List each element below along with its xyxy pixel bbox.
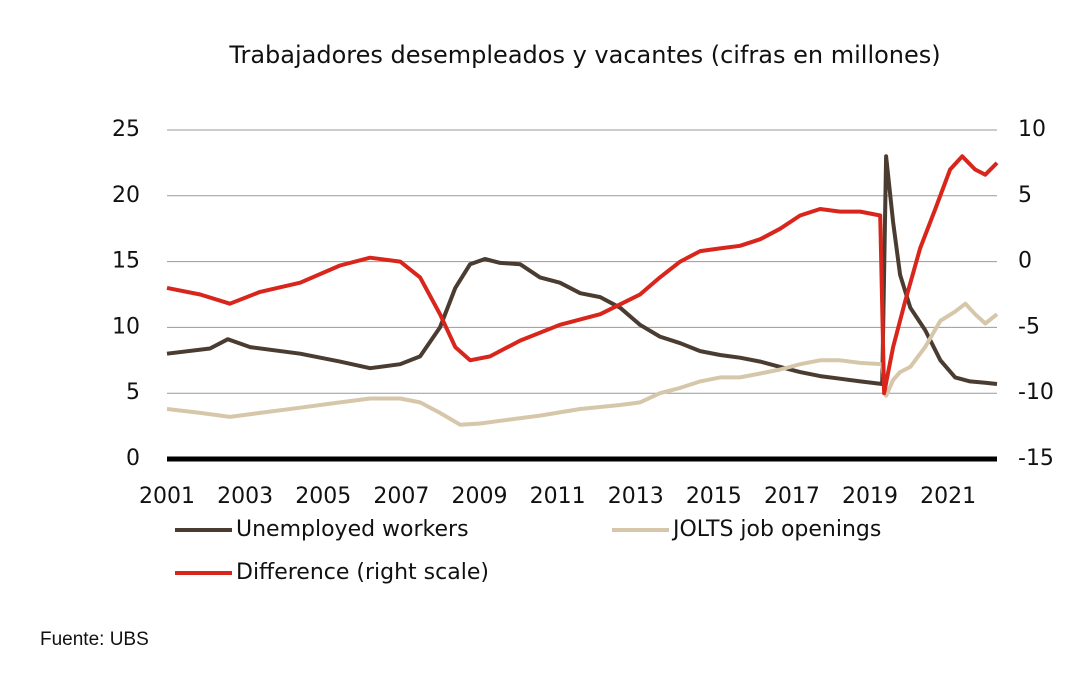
x-tick-label: 2013 bbox=[608, 484, 664, 509]
y-tick-label: 20 bbox=[112, 183, 140, 208]
x-tick-label: 2015 bbox=[686, 484, 742, 509]
y2-tick-label: 0 bbox=[1018, 249, 1032, 274]
y2-tick-label: -5 bbox=[1018, 314, 1040, 339]
legend-label: JOLTS job openings bbox=[671, 517, 881, 542]
x-tick-label: 2001 bbox=[139, 484, 195, 509]
y-tick-label: 25 bbox=[112, 117, 140, 142]
x-tick-label: 2005 bbox=[295, 484, 351, 509]
y-tick-label: 5 bbox=[126, 380, 140, 405]
chart-title: Trabajadores desempleados y vacantes (ci… bbox=[228, 41, 940, 69]
legend-label: Unemployed workers bbox=[236, 517, 469, 542]
y2-tick-label: 10 bbox=[1018, 117, 1046, 142]
series-line bbox=[166, 154, 999, 396]
legend-label: Difference (right scale) bbox=[236, 560, 489, 585]
y-tick-label: 0 bbox=[126, 446, 140, 471]
source: Fuente: UBS bbox=[40, 629, 149, 650]
y2-tick-label: 5 bbox=[1018, 183, 1032, 208]
x-tick-label: 2007 bbox=[373, 484, 429, 509]
y-tick-label: 10 bbox=[112, 314, 140, 339]
series-line bbox=[166, 154, 998, 386]
y2-tick-label: -15 bbox=[1018, 446, 1054, 471]
x-tick-label: 2017 bbox=[764, 484, 820, 509]
x-tick-label: 2009 bbox=[451, 484, 507, 509]
y2-tick-label: -10 bbox=[1018, 380, 1054, 405]
x-tick-label: 2011 bbox=[530, 484, 586, 509]
x-tick-label: 2021 bbox=[920, 484, 976, 509]
x-tick-label: 2003 bbox=[217, 484, 273, 509]
y-tick-label: 15 bbox=[112, 249, 140, 274]
x-tick-label: 2019 bbox=[842, 484, 898, 509]
series-line bbox=[166, 301, 999, 427]
